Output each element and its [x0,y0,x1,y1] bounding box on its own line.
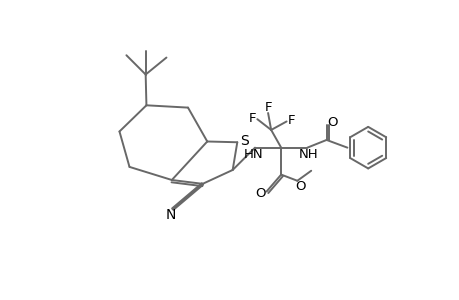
Text: N: N [166,208,176,222]
Text: O: O [327,116,337,129]
Text: NH: NH [298,148,318,161]
Text: F: F [264,101,271,114]
Text: F: F [287,114,294,127]
Text: O: O [255,187,265,200]
Text: HN: HN [243,148,263,161]
Text: O: O [295,180,305,194]
Text: S: S [239,134,248,148]
Text: F: F [248,112,256,125]
